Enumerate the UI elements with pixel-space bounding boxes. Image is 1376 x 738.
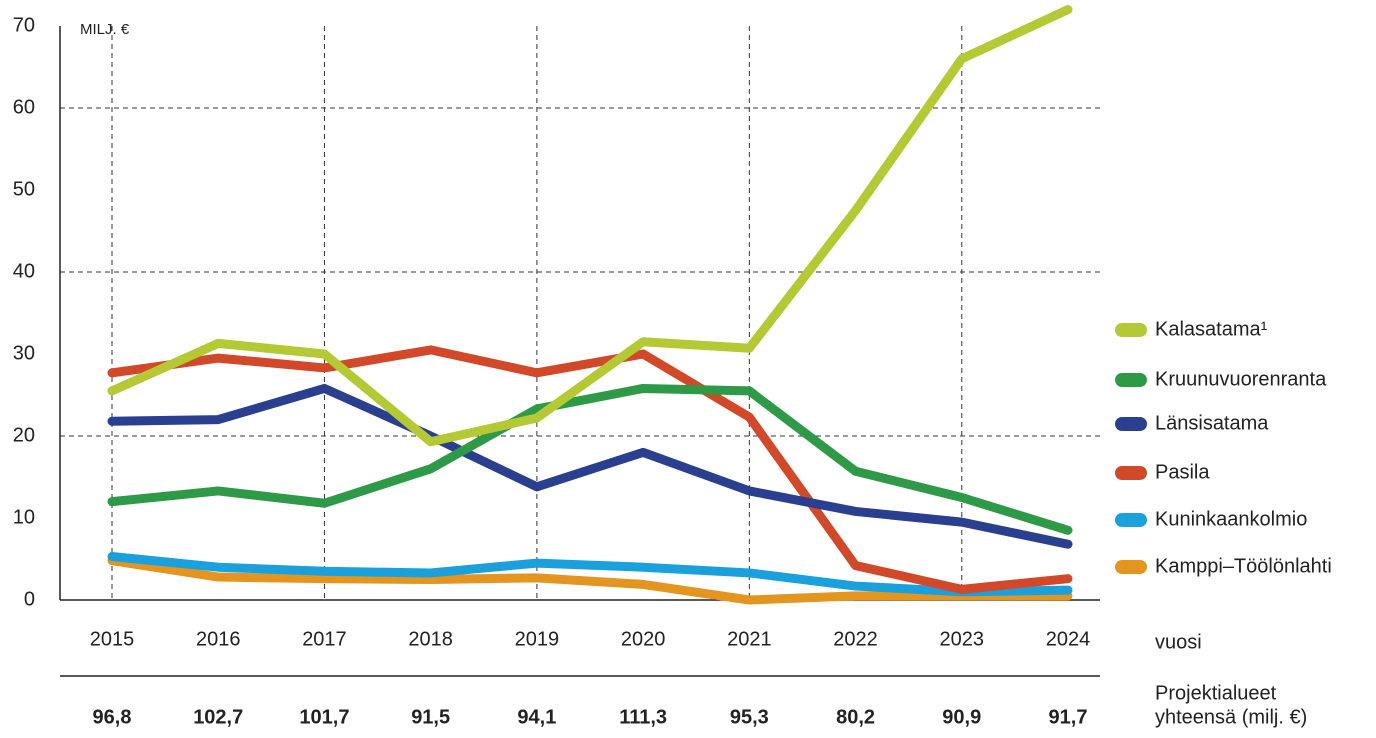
y-tick-label: 60 bbox=[13, 96, 35, 118]
y-tick-label: 70 bbox=[13, 14, 35, 36]
total-label: 96,8 bbox=[93, 706, 132, 728]
x-tick-label: 2024 bbox=[1046, 628, 1091, 650]
x-tick-label: 2015 bbox=[90, 628, 135, 650]
x-tick-label: 2018 bbox=[408, 628, 453, 650]
x-tick-label: 2020 bbox=[621, 628, 666, 650]
series-line bbox=[107, 345, 1073, 594]
legend-swatch bbox=[1115, 323, 1147, 337]
series-line bbox=[107, 556, 1073, 605]
series-line bbox=[107, 383, 1073, 549]
legend-label: Kalasatama¹ bbox=[1155, 318, 1268, 340]
total-label: 102,7 bbox=[193, 706, 243, 728]
total-label: 91,7 bbox=[1049, 706, 1088, 728]
y-tick-label: 50 bbox=[13, 178, 35, 200]
legend-label: Pasila bbox=[1155, 461, 1210, 483]
legend-label: Kamppi–Töölönlahti bbox=[1155, 555, 1332, 577]
totals-label: Projektialueet bbox=[1155, 682, 1277, 704]
y-tick-label: 40 bbox=[13, 260, 35, 282]
x-axis-label: vuosi bbox=[1155, 631, 1202, 653]
total-label: 90,9 bbox=[942, 706, 981, 728]
legend-swatch bbox=[1115, 417, 1147, 431]
series-line bbox=[107, 383, 1073, 535]
total-label: 111,3 bbox=[619, 706, 667, 728]
series-line bbox=[107, 5, 1073, 447]
x-tick-label: 2019 bbox=[515, 628, 560, 650]
legend-label: Länsisatama bbox=[1155, 412, 1269, 434]
legend-label: Kruunuvuorenranta bbox=[1155, 368, 1327, 390]
x-tick-label: 2016 bbox=[196, 628, 241, 650]
y-tick-label: 10 bbox=[13, 506, 35, 528]
legend-swatch bbox=[1115, 373, 1147, 387]
legend-swatch bbox=[1115, 513, 1147, 527]
legend-swatch bbox=[1115, 560, 1147, 574]
x-tick-label: 2022 bbox=[833, 628, 878, 650]
x-tick-label: 2021 bbox=[727, 628, 772, 650]
y-tick-label: 0 bbox=[24, 588, 35, 610]
total-label: 80,2 bbox=[836, 706, 875, 728]
total-label: 91,5 bbox=[411, 706, 450, 728]
x-tick-label: 2017 bbox=[302, 628, 347, 650]
y-tick-label: 30 bbox=[13, 342, 35, 364]
total-label: 95,3 bbox=[730, 706, 769, 728]
series-line bbox=[107, 552, 1073, 597]
total-label: 101,7 bbox=[299, 706, 349, 728]
legend-swatch bbox=[1115, 466, 1147, 480]
totals-label: yhteensä (milj. €) bbox=[1155, 706, 1307, 728]
y-tick-label: 20 bbox=[13, 424, 35, 446]
legend-label: Kuninkaankolmio bbox=[1155, 508, 1307, 530]
total-label: 94,1 bbox=[517, 706, 556, 728]
x-tick-label: 2023 bbox=[940, 628, 985, 650]
y-unit: MILJ. € bbox=[80, 21, 130, 38]
